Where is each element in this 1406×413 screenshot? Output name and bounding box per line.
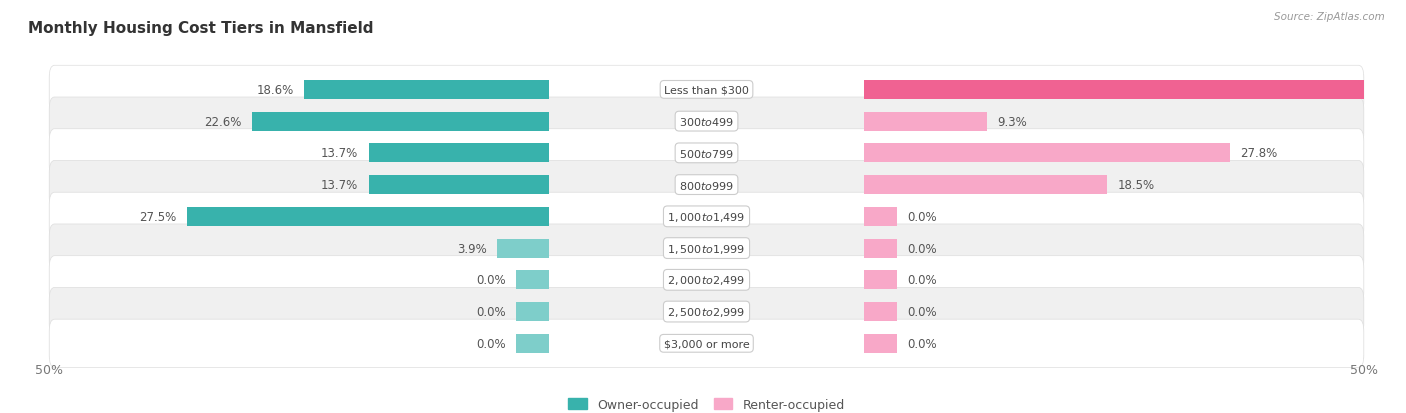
Text: $1,500 to $1,999: $1,500 to $1,999 [668,242,745,255]
Text: 22.6%: 22.6% [204,115,242,128]
Text: 44.4%: 44.4% [1393,84,1406,97]
Text: 13.7%: 13.7% [321,147,359,160]
Text: $2,000 to $2,499: $2,000 to $2,499 [668,274,745,287]
Text: 0.0%: 0.0% [475,274,505,287]
Bar [368,176,548,195]
Text: 13.7%: 13.7% [321,179,359,192]
Bar [865,81,1406,100]
Text: $500 to $799: $500 to $799 [679,147,734,159]
Text: 0.0%: 0.0% [908,337,938,350]
FancyBboxPatch shape [49,193,1364,241]
Text: Source: ZipAtlas.com: Source: ZipAtlas.com [1274,12,1385,22]
Text: 0.0%: 0.0% [908,210,938,223]
Bar [516,271,548,290]
Text: 0.0%: 0.0% [475,337,505,350]
Bar [865,302,897,321]
Bar [252,112,548,131]
Text: 27.5%: 27.5% [139,210,177,223]
Legend: Owner-occupied, Renter-occupied: Owner-occupied, Renter-occupied [564,393,849,413]
Bar [865,144,1230,163]
Bar [516,334,548,353]
Text: $1,000 to $1,499: $1,000 to $1,499 [668,210,745,223]
FancyBboxPatch shape [49,129,1364,178]
FancyBboxPatch shape [49,319,1364,368]
FancyBboxPatch shape [49,98,1364,146]
Text: $800 to $999: $800 to $999 [679,179,734,191]
Bar [865,176,1108,195]
Text: $300 to $499: $300 to $499 [679,116,734,128]
FancyBboxPatch shape [49,256,1364,304]
Text: 27.8%: 27.8% [1240,147,1278,160]
Bar [865,112,987,131]
Bar [865,334,897,353]
Bar [865,271,897,290]
FancyBboxPatch shape [49,161,1364,209]
Text: 18.6%: 18.6% [256,84,294,97]
FancyBboxPatch shape [49,66,1364,114]
Text: 0.0%: 0.0% [908,274,938,287]
Text: 18.5%: 18.5% [1118,179,1156,192]
Text: 9.3%: 9.3% [997,115,1026,128]
Bar [304,81,548,100]
FancyBboxPatch shape [49,224,1364,273]
Text: Monthly Housing Cost Tiers in Mansfield: Monthly Housing Cost Tiers in Mansfield [28,21,374,36]
Text: Less than $300: Less than $300 [664,85,749,95]
Bar [498,239,548,258]
FancyBboxPatch shape [49,288,1364,336]
Text: 0.0%: 0.0% [908,242,938,255]
Text: $2,500 to $2,999: $2,500 to $2,999 [668,305,745,318]
Bar [865,207,897,226]
Text: 3.9%: 3.9% [457,242,486,255]
Bar [865,239,897,258]
Bar [187,207,548,226]
Text: 0.0%: 0.0% [475,305,505,318]
Bar [368,144,548,163]
Bar [516,302,548,321]
Text: 0.0%: 0.0% [908,305,938,318]
Text: $3,000 or more: $3,000 or more [664,339,749,349]
